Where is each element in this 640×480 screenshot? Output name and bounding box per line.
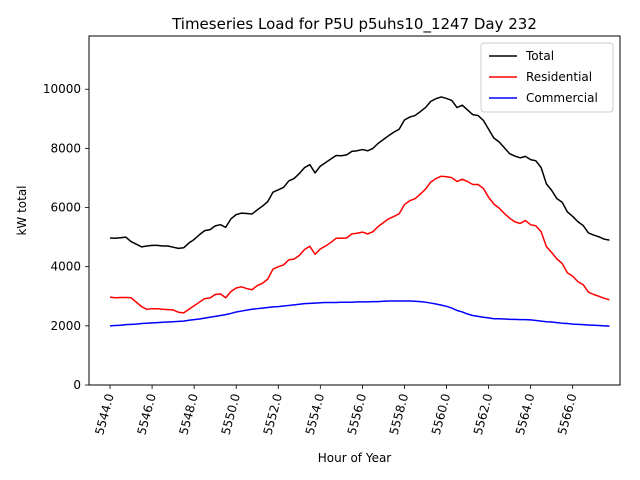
y-axis: 0 2000 4000 6000 8000 10000 bbox=[43, 82, 89, 392]
legend-label-residential: Residential bbox=[526, 70, 592, 84]
x-axis-label: Hour of Year bbox=[318, 451, 392, 465]
y-tick-label: 2000 bbox=[50, 319, 81, 333]
series-line-total bbox=[109, 96, 610, 250]
y-axis-label: kW total bbox=[15, 185, 29, 235]
y-tick-label: 8000 bbox=[50, 141, 81, 155]
y-tick-label: 6000 bbox=[50, 201, 81, 215]
y-tick-label: 4000 bbox=[50, 260, 81, 274]
chart-title: Timeseries Load for P5U p5uhs10_1247 Day… bbox=[171, 15, 537, 34]
series-line-residential bbox=[109, 175, 610, 314]
legend-label-commercial: Commercial bbox=[526, 91, 598, 105]
legend-label-total: Total bbox=[525, 49, 554, 63]
series-group bbox=[109, 96, 610, 327]
series-line-commercial bbox=[109, 300, 610, 327]
legend-box bbox=[480, 42, 614, 113]
y-tick-label: 10000 bbox=[43, 82, 81, 96]
y-tick-label: 0 bbox=[73, 378, 81, 392]
legend: Total Residential Commercial bbox=[480, 42, 614, 113]
plot-frame bbox=[88, 35, 621, 386]
